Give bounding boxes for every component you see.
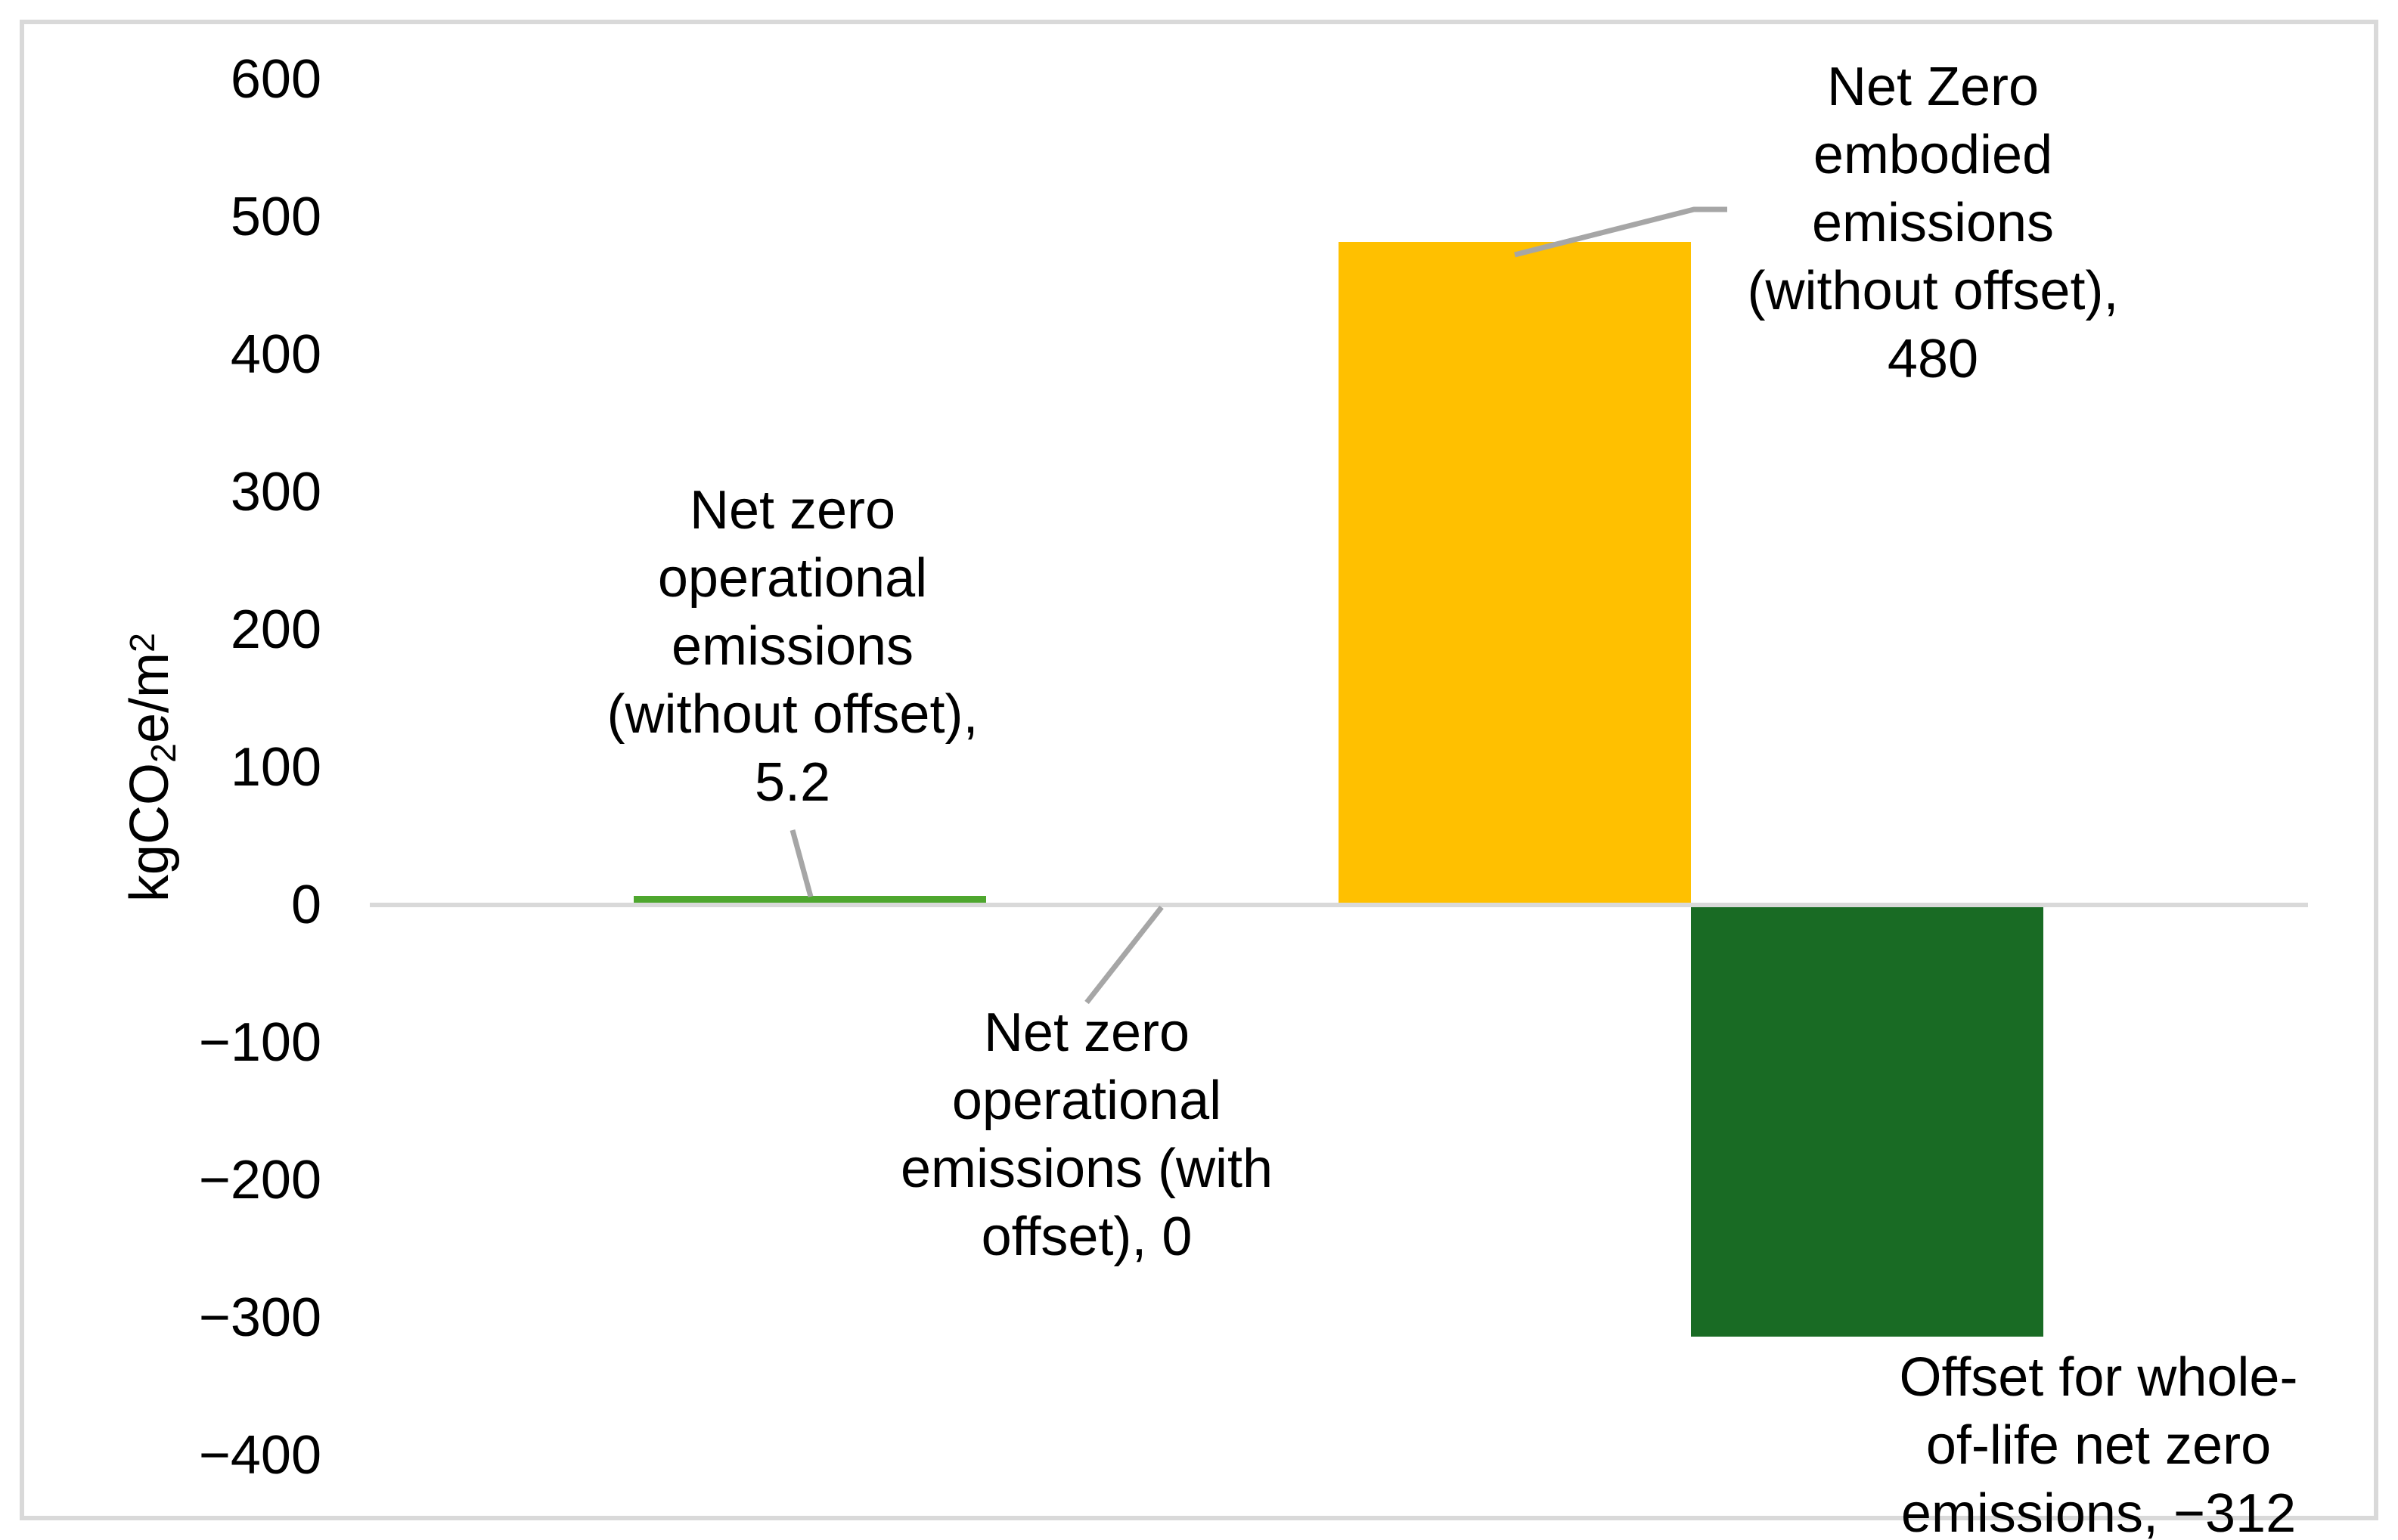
data-label-4: Offset for whole-of-life net zero emissio… — [1900, 1343, 2298, 1540]
data-label-line: embodied — [1813, 125, 2053, 185]
y-tick-200: 200 — [230, 600, 321, 660]
y-tick-100: 100 — [230, 737, 321, 798]
data-label-line: Net Zero — [1826, 57, 2040, 117]
data-label-line: emissions — [1811, 193, 2055, 253]
y-tick--400: −400 — [198, 1425, 321, 1486]
y-tick-600: 600 — [230, 49, 321, 110]
data-label-line: Net zero — [983, 1002, 1190, 1063]
data-label-line: Net zero — [689, 480, 896, 541]
leader-line-2 — [1084, 905, 1164, 1005]
bar-1 — [634, 896, 986, 903]
y-tick-300: 300 — [230, 462, 321, 522]
data-label-line: emissions — [671, 616, 914, 677]
data-label-line: (without offset), — [1747, 261, 2119, 321]
data-label-line: emissions, −312 — [1900, 1483, 2297, 1540]
data-label-line: offset), 0 — [981, 1207, 1193, 1267]
bar-3 — [1339, 242, 1691, 903]
data-label-line: of-life net zero — [1925, 1415, 2272, 1476]
y-tick-0: 0 — [290, 875, 321, 935]
y-tick--300: −300 — [198, 1287, 321, 1348]
data-label-line: operational — [657, 548, 928, 609]
bar-4 — [1691, 907, 2043, 1337]
y-tick--200: −200 — [198, 1150, 321, 1210]
y-tick-500: 500 — [230, 187, 321, 247]
data-label-3: Net Zero embodied emissions (without offset… — [1748, 53, 2119, 393]
data-label-line: 480 — [1887, 329, 1979, 389]
data-label-line: operational — [951, 1071, 1222, 1131]
y-tick-400: 400 — [230, 324, 321, 385]
data-label-line: 5.2 — [754, 752, 831, 813]
data-label-line: emissions (with — [900, 1139, 1273, 1199]
y-axis-title-text: e/m — [119, 652, 180, 743]
data-label-line: Offset for whole- — [1899, 1347, 2298, 1408]
data-label-2: Net zero operational emissions (with offset… — [901, 999, 1273, 1271]
leader-line-3 — [1514, 206, 1727, 258]
data-label-1: Net zero operational emissions (without off… — [607, 476, 979, 816]
leader-line-1 — [790, 829, 814, 897]
chart-border — [20, 20, 2378, 1520]
data-label-line: (without offset), — [606, 684, 979, 745]
y-tick--100: −100 — [198, 1012, 321, 1073]
